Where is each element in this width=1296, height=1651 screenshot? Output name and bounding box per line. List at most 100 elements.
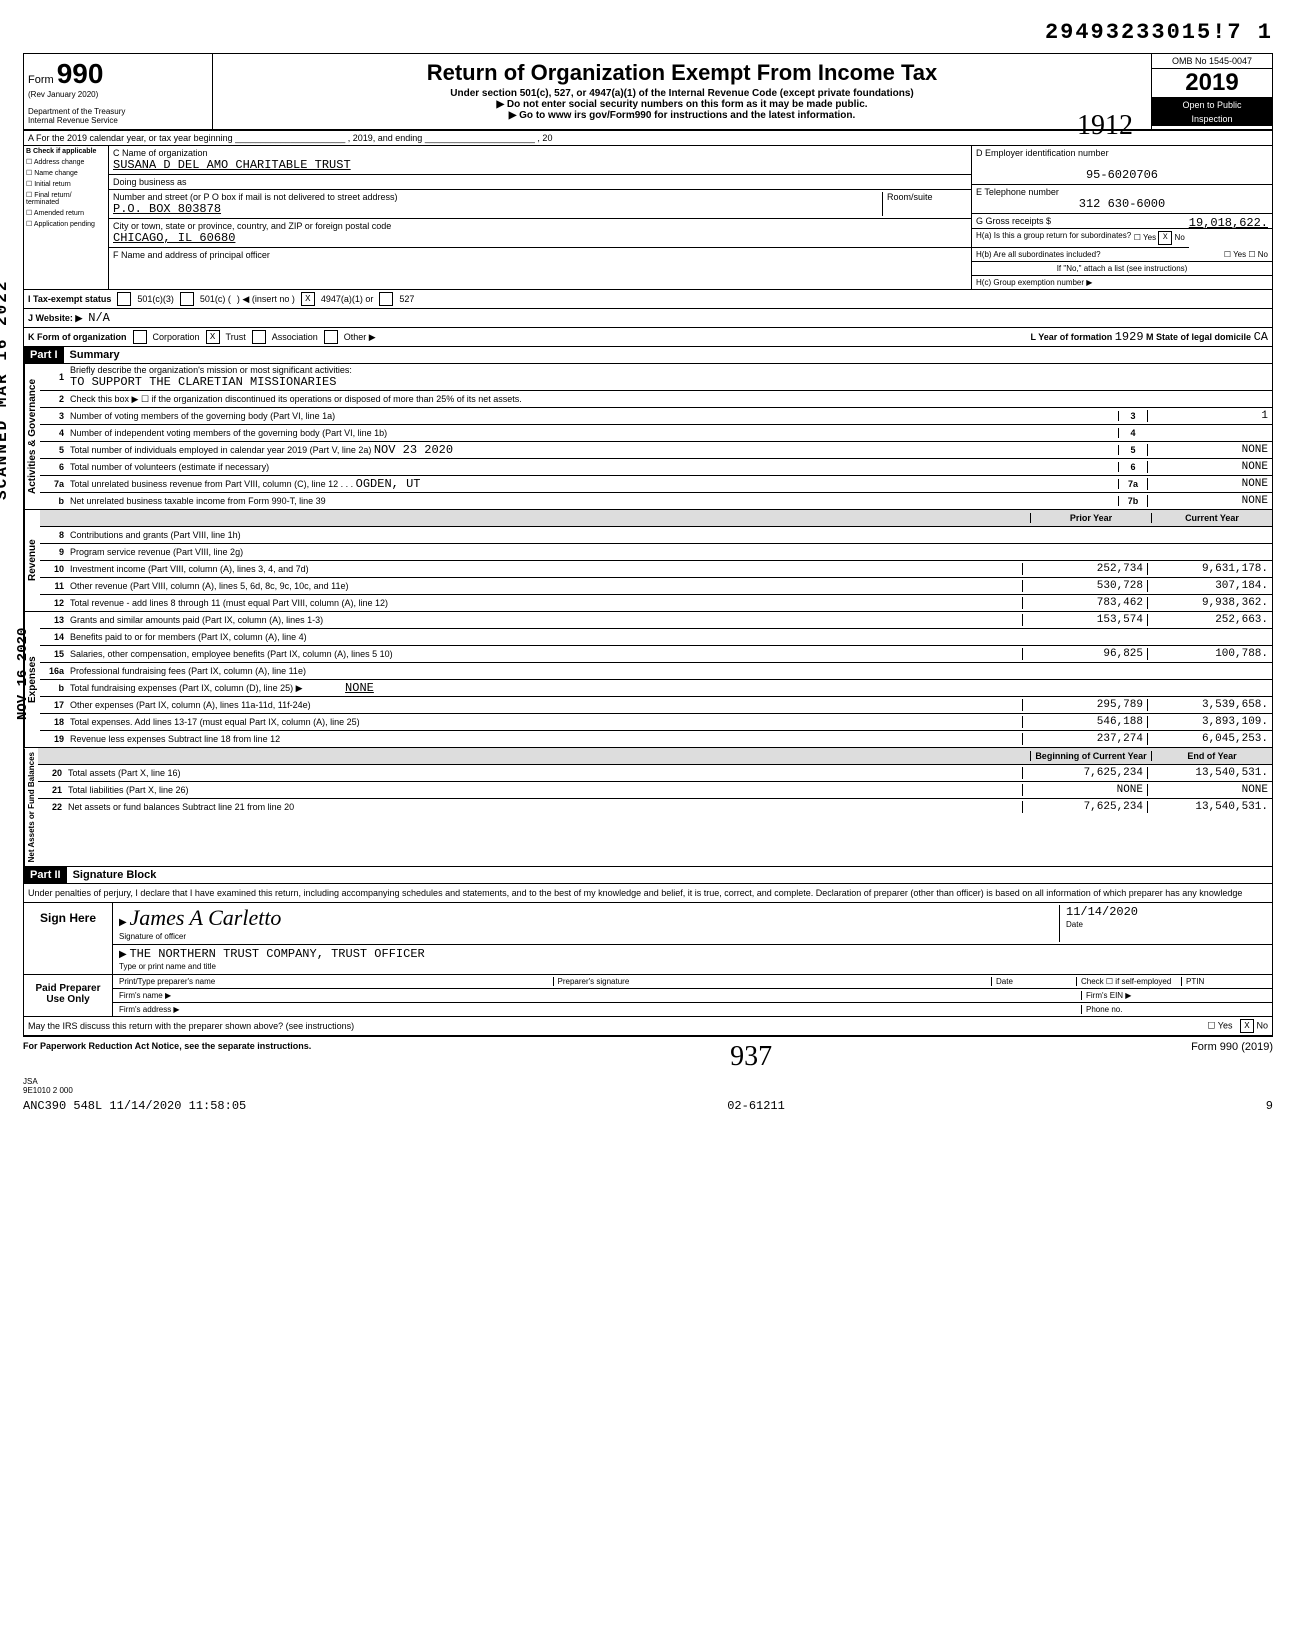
may-irs-no[interactable]: X (1240, 1019, 1254, 1033)
prior-year-header: Prior Year (1030, 513, 1151, 523)
chk-amended[interactable]: ☐ Amended return (26, 209, 106, 217)
line5-text: Total number of individuals employed in … (70, 445, 371, 455)
ein-value: 95-6020706 (976, 168, 1268, 182)
part1-header: Part I (24, 347, 64, 363)
col-b-label: B Check if applicable (26, 148, 96, 155)
type-label: Type or print name and title (119, 962, 216, 971)
chk-501c3[interactable] (117, 292, 131, 306)
chk-name[interactable]: ☐ Name change (26, 169, 106, 177)
header-line3: ▶ Go to www irs gov/Form990 for instruct… (221, 110, 1143, 121)
line6-text: Total number of volunteers (estimate if … (68, 461, 1118, 473)
form-subtitle: Under section 501(c), 527, or 4947(a)(1)… (221, 88, 1143, 99)
current-year-header: Current Year (1151, 513, 1272, 523)
expenses-label: Expenses (24, 612, 40, 747)
prep-date-label: Date (991, 977, 1076, 986)
irs-label: Internal Revenue Service (28, 116, 208, 125)
chk-trust[interactable]: X (206, 330, 220, 344)
line13: Grants and similar amounts paid (Part IX… (68, 614, 1022, 626)
ha-no-check[interactable]: X (1158, 231, 1172, 245)
handwritten-937: 937 (730, 1041, 772, 1073)
line4-text: Number of independent voting members of … (68, 427, 1118, 439)
chk-corp[interactable] (133, 330, 147, 344)
ein-label: D Employer identification number (976, 148, 1109, 158)
document-id: 29493233015!7 1 (23, 20, 1273, 45)
form-title: Return of Organization Exempt From Incom… (221, 60, 1143, 86)
p18: 546,188 (1022, 716, 1147, 728)
line21: Total liabilities (Part X, line 26) (66, 784, 1022, 796)
room-suite: Room/suite (882, 192, 967, 216)
line17: Other expenses (Part IX, column (A), lin… (68, 699, 1022, 711)
line16b-val: NONE (345, 681, 374, 695)
p21: NONE (1022, 784, 1147, 796)
chk-address[interactable]: ☐ Address change (26, 158, 106, 166)
officer-label: F Name and address of principal officer (109, 248, 971, 262)
sig-label: Signature of officer (119, 932, 186, 941)
prep-name-label: Print/Type preparer's name (119, 977, 553, 986)
line11: Other revenue (Part VIII, column (A), li… (68, 580, 1022, 592)
row-j-label: J Website: ▶ (28, 313, 82, 324)
p13: 153,574 (1022, 614, 1147, 626)
state-domicile: CA (1254, 330, 1268, 344)
c13: 252,663. (1147, 614, 1272, 626)
chk-pending[interactable]: ☐ Application pending (26, 220, 106, 228)
c12: 9,938,362. (1147, 597, 1272, 609)
phone-value: 312 630-6000 (976, 197, 1268, 211)
line20: Total assets (Part X, line 16) (66, 767, 1022, 779)
form-rev: (Rev January 2020) (28, 90, 208, 99)
c11: 307,184. (1147, 580, 1272, 592)
chk-4947[interactable]: X (301, 292, 315, 306)
line19: Revenue less expenses Subtract line 18 f… (68, 733, 1022, 745)
check-self-employed[interactable]: Check ☐ if self-employed (1076, 977, 1181, 986)
p19: 237,274 (1022, 733, 1147, 745)
c20: 13,540,531. (1147, 767, 1272, 779)
revenue-label: Revenue (24, 510, 40, 611)
phone-label: E Telephone number (976, 187, 1059, 197)
c21: NONE (1147, 784, 1272, 796)
p22: 7,625,234 (1022, 801, 1147, 813)
end-year-header: End of Year (1151, 751, 1272, 761)
chk-other[interactable] (324, 330, 338, 344)
row-k-label: K Form of organization (28, 332, 127, 342)
paperwork-notice: For Paperwork Reduction Act Notice, see … (23, 1041, 311, 1073)
may-irs-text: May the IRS discuss this return with the… (28, 1021, 354, 1031)
line12: Total revenue - add lines 8 through 11 (… (68, 597, 1022, 609)
firm-ein-label: Firm's EIN ▶ (1081, 991, 1266, 1000)
form-number: 990 (57, 58, 104, 89)
p10: 252,734 (1022, 563, 1147, 575)
chk-assoc[interactable] (252, 330, 266, 344)
line8: Contributions and grants (Part VIII, lin… (68, 529, 1022, 541)
tax-year: 2019 (1152, 69, 1272, 98)
line3-text: Number of voting members of the governin… (68, 410, 1118, 422)
footer-mid: 02-61211 (727, 1099, 785, 1113)
p11: 530,728 (1022, 580, 1147, 592)
firm-name-label: Firm's name ▶ (119, 991, 1081, 1000)
line18: Total expenses. Add lines 13-17 (must eq… (68, 716, 1022, 728)
name-label: C Name of organization (113, 148, 208, 158)
c18: 3,893,109. (1147, 716, 1272, 728)
chk-527[interactable] (379, 292, 393, 306)
org-name: SUSANA D DEL AMO CHARITABLE TRUST (113, 158, 351, 172)
org-address: P.O. BOX 803878 (113, 202, 221, 216)
line10: Investment income (Part VIII, column (A)… (68, 563, 1022, 575)
chk-initial[interactable]: ☐ Initial return (26, 180, 106, 188)
jsa-code: 9E1010 2 000 (23, 1086, 1273, 1095)
form-header: Form 990 (Rev January 2020) Department o… (23, 53, 1273, 131)
org-city: CHICAGO, IL 60680 (113, 231, 235, 245)
date-label: Date (1066, 920, 1083, 929)
phone-no-label: Phone no. (1081, 1005, 1266, 1014)
p20: 7,625,234 (1022, 767, 1147, 779)
sig-date: 11/14/2020 (1066, 905, 1138, 919)
line1-text: Briefly describe the organization's miss… (70, 365, 352, 375)
line7b-value: NONE (1147, 495, 1272, 507)
h-c-label: H(c) Group exemption number ▶ (972, 276, 1272, 289)
line1-value: TO SUPPORT THE CLARETIAN MISSIONARIES (70, 375, 336, 389)
line22: Net assets or fund balances Subtract lin… (66, 801, 1022, 813)
chk-501c[interactable] (180, 292, 194, 306)
line3-value: 1 (1147, 410, 1272, 422)
c10: 9,631,178. (1147, 563, 1272, 575)
form-footer: Form 990 (2019) (1191, 1041, 1273, 1073)
h-a-label: H(a) Is this a group return for subordin… (976, 231, 1134, 245)
header-line2: ▶ Do not enter social security numbers o… (221, 99, 1143, 110)
part2-header: Part II (24, 867, 67, 883)
chk-final[interactable]: ☐ Final return/ terminated (26, 191, 106, 206)
